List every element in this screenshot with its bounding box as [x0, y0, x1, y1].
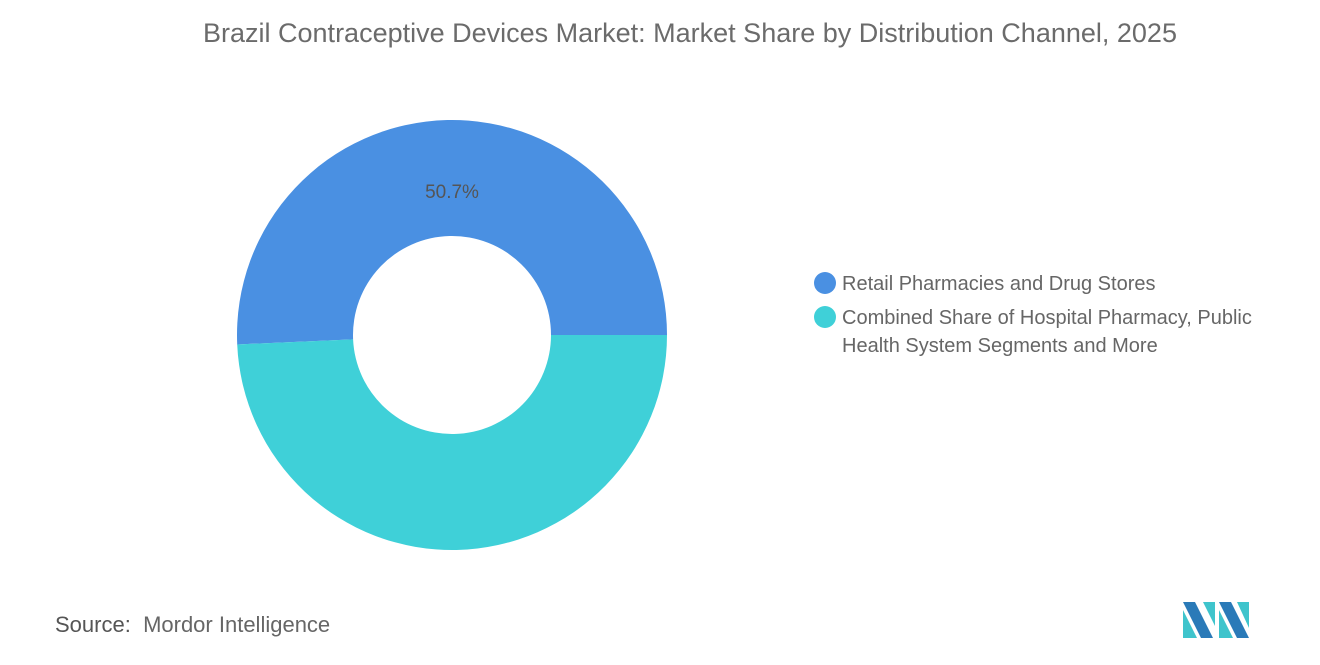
donut-slice-2	[237, 335, 667, 551]
legend-swatch	[814, 272, 836, 294]
data-label: 50.7%	[425, 182, 479, 203]
source-value: Mordor Intelligence	[143, 612, 331, 637]
source-note: Source: Mordor Intelligence	[55, 612, 330, 638]
legend-swatch	[814, 306, 836, 328]
chart-title: Brazil Contraceptive Devices Market: Mar…	[203, 18, 1177, 48]
legend: Retail Pharmacies and Drug Stores Combin…	[814, 270, 1272, 366]
mordor-intelligence-logo	[1183, 602, 1249, 638]
donut-slice-1	[237, 120, 667, 345]
legend-label: Combined Share of Hospital Pharmacy, Pub…	[842, 307, 1252, 357]
legend-item-retail: Retail Pharmacies and Drug Stores	[814, 270, 1272, 298]
legend-item-combined: Combined Share of Hospital Pharmacy, Pub…	[814, 304, 1272, 360]
legend-label: Retail Pharmacies and Drug Stores	[842, 273, 1156, 295]
source-label: Source:	[55, 612, 131, 637]
